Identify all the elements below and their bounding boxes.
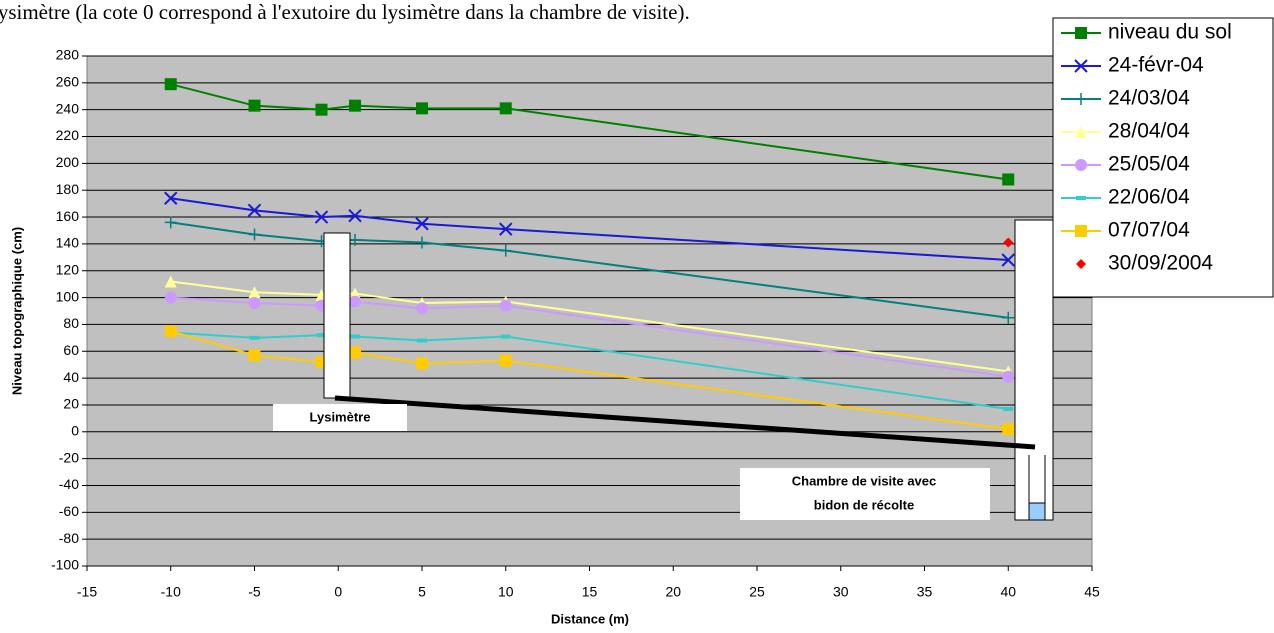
marker	[249, 297, 261, 309]
y-tick-label: 200	[56, 154, 80, 170]
x-tick-label: 30	[833, 584, 849, 600]
legend-label: 25/05/04	[1108, 153, 1190, 176]
marker	[1003, 407, 1013, 411]
y-tick-label: -40	[59, 476, 79, 492]
x-tick-label: -5	[248, 584, 261, 600]
marker	[349, 296, 361, 308]
collector-water	[1029, 503, 1045, 520]
y-tick-label: -20	[59, 449, 79, 465]
y-tick-label: 280	[56, 47, 80, 63]
marker	[349, 100, 361, 112]
x-tick-label: 10	[498, 584, 514, 600]
x-tick-label: 15	[582, 584, 598, 600]
marker	[316, 104, 328, 116]
marker	[165, 292, 177, 304]
annotation: Chambre de visite avec	[792, 473, 937, 488]
y-tick-label: -80	[59, 530, 79, 546]
x-tick-label: -15	[77, 584, 97, 600]
marker	[500, 355, 512, 367]
marker	[349, 347, 361, 359]
y-tick-label: 40	[63, 369, 79, 385]
marker	[1076, 196, 1086, 200]
marker	[165, 325, 177, 337]
marker	[350, 335, 360, 339]
legend-label: 22/06/04	[1108, 186, 1190, 209]
legend-label: 24/03/04	[1108, 87, 1190, 110]
marker	[416, 302, 428, 314]
lysimeter-column	[324, 233, 350, 398]
marker	[1075, 27, 1087, 39]
marker	[417, 339, 427, 343]
x-tick-label: 35	[917, 584, 933, 600]
marker	[416, 102, 428, 114]
marker	[1002, 423, 1014, 435]
chart: lysimètre (la cote 0 correspond à l'exut…	[0, 0, 1274, 633]
x-tick-label: 5	[418, 584, 426, 600]
y-tick-label: 20	[63, 396, 79, 412]
y-tick-label: 0	[71, 422, 79, 438]
x-tick-label: 45	[1084, 584, 1100, 600]
legend: niveau du sol 24-févr-04 24/03/04 28/04/04 2…	[1053, 18, 1273, 297]
legend-label: 30/09/2004	[1108, 252, 1213, 275]
legend-label: 07/07/04	[1108, 219, 1190, 242]
y-tick-label: 160	[56, 208, 80, 224]
caption: lysimètre (la cote 0 correspond à l'exut…	[0, 0, 690, 24]
y-tick-label: -100	[51, 557, 79, 573]
x-axis-title: Distance (m)	[551, 611, 629, 626]
marker	[1075, 159, 1087, 171]
page: {"chart_data": {"type": "line", "caption…	[0, 0, 1274, 633]
y-tick-label: 140	[56, 235, 80, 251]
legend-label: 24-févr-04	[1108, 54, 1204, 77]
marker	[1002, 173, 1014, 185]
marker	[249, 349, 261, 361]
legend-label: niveau du sol	[1108, 21, 1232, 44]
x-tick-label: 25	[749, 584, 765, 600]
y-tick-label: 180	[56, 181, 80, 197]
marker	[416, 357, 428, 369]
marker	[1075, 225, 1087, 237]
y-tick-label: 80	[63, 315, 79, 331]
annotation: Lysimètre	[310, 409, 371, 424]
x-tick-label: -10	[161, 584, 181, 600]
x-tick-label: 20	[665, 584, 681, 600]
y-tick-label: 60	[63, 342, 79, 358]
marker	[250, 336, 260, 340]
y-tick-label: 240	[56, 100, 80, 116]
marker	[249, 100, 261, 112]
y-axis-title: Niveau topographique (cm)	[9, 227, 24, 395]
y-tick-label: -60	[59, 503, 79, 519]
marker	[500, 300, 512, 312]
y-tick-label: 100	[56, 288, 80, 304]
marker	[165, 78, 177, 90]
annotation: bidon de récolte	[814, 497, 914, 512]
x-tick-label: 0	[334, 584, 342, 600]
y-tick-label: 120	[56, 261, 80, 277]
marker	[1002, 371, 1014, 383]
chamber	[1015, 220, 1053, 520]
legend-label: 28/04/04	[1108, 120, 1190, 143]
marker	[501, 335, 511, 339]
y-tick-label: 220	[56, 127, 80, 143]
x-tick-label: 40	[1000, 584, 1016, 600]
marker	[500, 102, 512, 114]
y-tick-label: 260	[56, 74, 80, 90]
